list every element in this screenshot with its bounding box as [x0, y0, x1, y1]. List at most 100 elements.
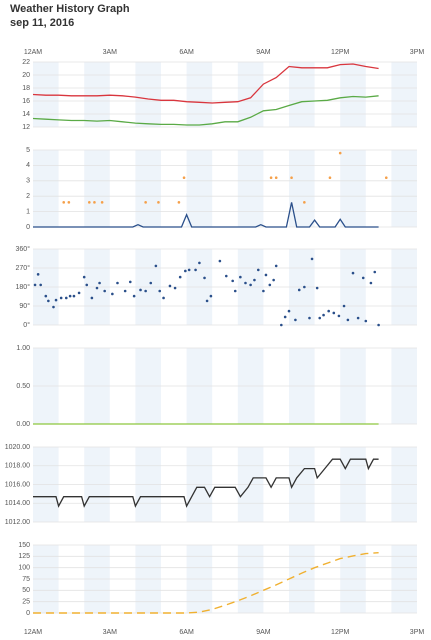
x-tick-label: 3AM: [103, 629, 118, 636]
data-line: [32, 63, 379, 104]
data-point: [52, 305, 55, 309]
hour-band: [33, 150, 59, 227]
data-point: [178, 275, 182, 279]
data-point: [82, 275, 86, 279]
y-tick-label: 3: [26, 178, 30, 185]
data-point: [244, 281, 247, 285]
x-tick-label: 6AM: [179, 629, 194, 636]
y-tick-label: 22: [22, 59, 30, 66]
data-point: [239, 275, 242, 279]
y-tick-label: 0°: [23, 321, 30, 329]
data-point: [198, 261, 201, 265]
y-tick-label: 14: [22, 111, 30, 118]
x-tick-label: 9AM: [256, 49, 271, 56]
y-tick-label: 75: [22, 576, 30, 583]
page-title: Weather History Graph: [10, 3, 130, 15]
data-point: [47, 299, 50, 303]
y-tick-label: 0.50: [16, 383, 30, 390]
hour-band: [340, 62, 366, 127]
hour-band: [391, 150, 417, 227]
y-tick-label: 180°: [16, 283, 31, 291]
data-point: [318, 316, 322, 320]
y-tick-label: 2: [26, 193, 30, 200]
data-point: [231, 279, 234, 283]
y-tick-label: 50: [22, 587, 30, 594]
data-point: [116, 281, 119, 285]
x-tick-label: 3PM: [410, 49, 425, 56]
y-tick-label: 5: [26, 147, 30, 154]
data-point: [162, 296, 165, 300]
data-point: [322, 313, 325, 317]
data-point: [294, 318, 297, 322]
x-tick-label: 9AM: [256, 629, 271, 636]
hour-band: [391, 62, 417, 127]
data-point: [54, 298, 58, 302]
hour-band: [237, 150, 264, 227]
data-point: [67, 201, 71, 204]
hour-band: [289, 62, 315, 127]
y-tick-label: 1016.00: [5, 481, 30, 488]
data-point: [139, 288, 142, 292]
x-tick-label: 12PM: [331, 49, 349, 56]
data-point: [194, 268, 197, 272]
x-tick-label: 12PM: [331, 629, 349, 636]
data-point: [44, 294, 48, 298]
data-point: [100, 201, 104, 204]
data-point: [149, 281, 153, 285]
y-tick-label: 1: [26, 208, 30, 215]
data-point: [274, 176, 278, 180]
y-tick-label: 270°: [16, 264, 31, 272]
data-point: [269, 176, 273, 180]
data-point: [224, 274, 228, 278]
data-point: [303, 285, 306, 289]
y-tick-label: 90°: [19, 302, 30, 310]
data-point: [90, 296, 94, 300]
data-point: [290, 176, 293, 180]
data-point: [33, 283, 37, 287]
data-point: [308, 316, 311, 320]
data-point: [123, 289, 127, 293]
data-point: [144, 289, 147, 293]
data-point: [332, 311, 336, 315]
data-point: [342, 304, 346, 308]
data-point: [310, 257, 314, 261]
y-tick-label: 100: [18, 565, 30, 572]
y-tick-label: 0: [26, 224, 30, 231]
data-point: [168, 284, 172, 288]
data-line: [33, 552, 379, 614]
data-point: [95, 286, 99, 290]
data-point: [132, 294, 136, 298]
data-point: [173, 286, 177, 290]
data-point: [327, 309, 330, 313]
data-point: [203, 276, 206, 280]
data-point: [128, 280, 132, 284]
data-point: [264, 273, 268, 277]
data-point: [62, 201, 66, 204]
data-point: [338, 151, 342, 155]
data-point: [144, 201, 147, 204]
data-point: [72, 294, 76, 298]
data-point: [205, 299, 209, 303]
x-tick-label: 3AM: [103, 49, 118, 56]
data-point: [262, 289, 265, 293]
data-point: [36, 273, 40, 276]
data-point: [111, 292, 114, 296]
y-tick-label: 4: [26, 162, 30, 169]
data-point: [209, 294, 213, 298]
data-point: [85, 283, 89, 287]
data-point: [253, 278, 256, 282]
data-point: [268, 283, 272, 287]
data-point: [283, 315, 287, 319]
data-point: [154, 264, 158, 268]
y-tick-label: 1018.00: [5, 463, 30, 470]
data-point: [274, 264, 278, 268]
data-point: [182, 176, 186, 180]
y-tick-label: 25: [22, 599, 30, 606]
data-point: [59, 296, 63, 300]
y-tick-label: 12: [22, 124, 30, 131]
x-tick-label: 6AM: [179, 49, 194, 56]
data-point: [356, 316, 360, 320]
hour-band: [84, 150, 110, 227]
data-point: [361, 276, 365, 280]
data-point: [157, 201, 160, 204]
